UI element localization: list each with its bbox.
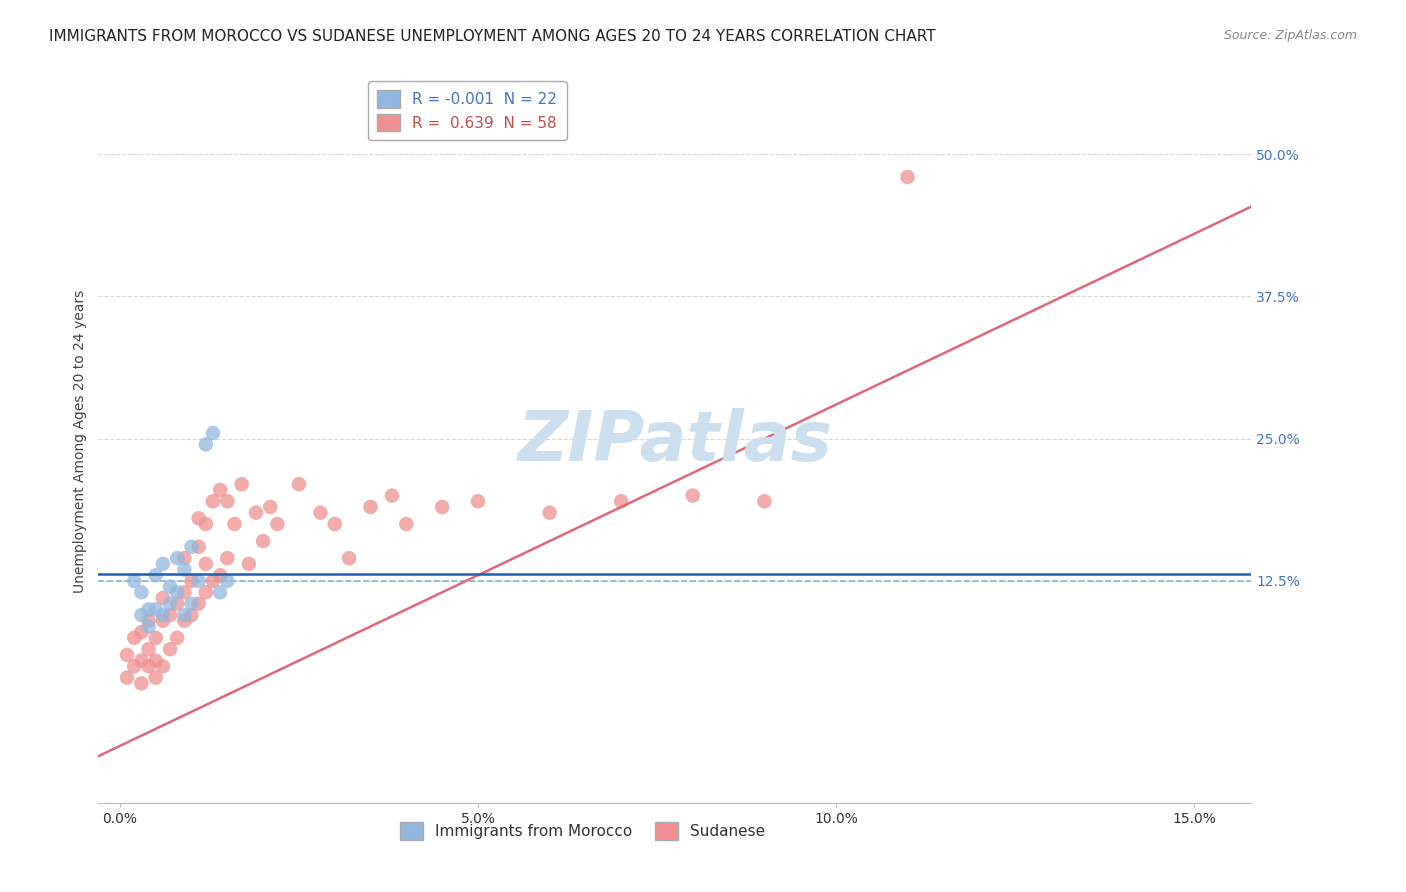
Point — [309, 506, 332, 520]
Point — [145, 602, 167, 616]
Point — [217, 551, 239, 566]
Point — [159, 642, 181, 657]
Point — [201, 494, 224, 508]
Point — [159, 580, 181, 594]
Point — [252, 534, 274, 549]
Point — [115, 648, 138, 662]
Point — [194, 437, 217, 451]
Point — [259, 500, 281, 514]
Point — [145, 631, 167, 645]
Point — [173, 563, 195, 577]
Text: Source: ZipAtlas.com: Source: ZipAtlas.com — [1223, 29, 1357, 42]
Point — [360, 500, 382, 514]
Point — [430, 500, 453, 514]
Point — [152, 608, 174, 623]
Point — [187, 597, 209, 611]
Point — [245, 506, 267, 520]
Point — [467, 494, 489, 508]
Point — [173, 551, 195, 566]
Point — [897, 169, 920, 184]
Point — [138, 659, 160, 673]
Point — [180, 608, 202, 623]
Point — [395, 516, 418, 531]
Point — [122, 631, 145, 645]
Point — [224, 516, 246, 531]
Point — [152, 614, 174, 628]
Point — [122, 574, 145, 588]
Point — [201, 425, 224, 440]
Point — [209, 483, 232, 497]
Point — [288, 477, 311, 491]
Point — [337, 551, 360, 566]
Point — [217, 494, 239, 508]
Point — [131, 654, 153, 668]
Point — [231, 477, 253, 491]
Point — [145, 568, 167, 582]
Point — [187, 511, 209, 525]
Point — [538, 506, 561, 520]
Point — [173, 614, 195, 628]
Point — [138, 602, 160, 616]
Point — [194, 585, 217, 599]
Point — [173, 608, 195, 623]
Point — [131, 608, 153, 623]
Point — [187, 540, 209, 554]
Point — [145, 654, 167, 668]
Point — [122, 659, 145, 673]
Point — [201, 574, 224, 588]
Point — [173, 585, 195, 599]
Point — [131, 585, 153, 599]
Point — [180, 574, 202, 588]
Point — [209, 568, 232, 582]
Point — [166, 585, 188, 599]
Point — [217, 574, 239, 588]
Point — [166, 631, 188, 645]
Point — [187, 574, 209, 588]
Point — [180, 540, 202, 554]
Point — [381, 489, 404, 503]
Point — [131, 625, 153, 640]
Point — [180, 597, 202, 611]
Point — [166, 597, 188, 611]
Point — [682, 489, 704, 503]
Point — [115, 671, 138, 685]
Point — [159, 597, 181, 611]
Point — [209, 585, 232, 599]
Point — [131, 676, 153, 690]
Point — [754, 494, 776, 508]
Text: ZIPatlas: ZIPatlas — [517, 408, 832, 475]
Point — [152, 557, 174, 571]
Point — [194, 557, 217, 571]
Point — [138, 614, 160, 628]
Legend: Immigrants from Morocco, Sudanese: Immigrants from Morocco, Sudanese — [394, 816, 772, 846]
Point — [238, 557, 260, 571]
Point — [152, 659, 174, 673]
Point — [152, 591, 174, 605]
Y-axis label: Unemployment Among Ages 20 to 24 years: Unemployment Among Ages 20 to 24 years — [73, 290, 87, 593]
Point — [323, 516, 346, 531]
Point — [194, 516, 217, 531]
Point — [266, 516, 288, 531]
Point — [610, 494, 633, 508]
Text: IMMIGRANTS FROM MOROCCO VS SUDANESE UNEMPLOYMENT AMONG AGES 20 TO 24 YEARS CORRE: IMMIGRANTS FROM MOROCCO VS SUDANESE UNEM… — [49, 29, 936, 44]
Point — [159, 608, 181, 623]
Point — [145, 671, 167, 685]
Point — [166, 551, 188, 566]
Point — [138, 619, 160, 633]
Point — [138, 642, 160, 657]
